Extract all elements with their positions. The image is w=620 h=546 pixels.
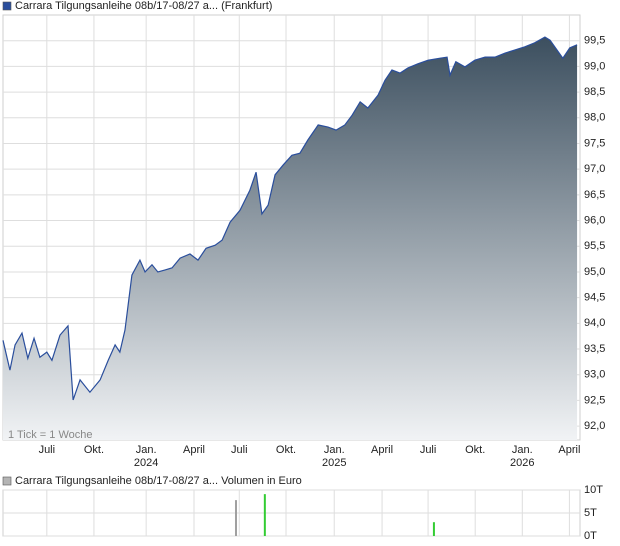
y-tick-label: 92,5 (584, 394, 605, 406)
x-year-label: 2024 (134, 457, 158, 469)
x-year-label: 2026 (510, 457, 534, 469)
y-tick-label: 92,0 (584, 420, 605, 432)
price-line (2, 36, 578, 401)
y-tick-label: 96,5 (584, 189, 605, 201)
y-tick-label: 99,0 (584, 60, 605, 72)
x-tick-label: Okt. (84, 444, 104, 456)
y-tick-label: 5T (584, 507, 597, 519)
annotation: 1 Tick = 1 Woche (8, 429, 92, 441)
y-tick-label: 96,0 (584, 214, 605, 226)
y-tick-label: 94,0 (584, 317, 605, 329)
y-tick-label: 95,5 (584, 240, 605, 252)
volume-bar (432, 522, 435, 536)
x-tick-label: Juli (39, 444, 56, 456)
y-tick-label: 93,5 (584, 343, 605, 355)
x-tick-label: Okt. (276, 444, 296, 456)
y-tick-label: 99,5 (584, 35, 605, 47)
x-tick-label: Juli (231, 444, 248, 456)
legend-label: Carrara Tilgungsanleihe 08b/17-08/27 a..… (15, 475, 302, 487)
legend-swatch (2, 1, 12, 11)
x-tick-label: Jan. (136, 444, 157, 456)
y-tick-label: 10T (584, 484, 603, 496)
y-tick-label: 95,0 (584, 266, 605, 278)
x-tick-label: Jan. (512, 444, 533, 456)
y-tick-label: 93,0 (584, 369, 605, 381)
x-tick-label: Juli (420, 444, 437, 456)
x-tick-label: April (371, 444, 393, 456)
x-tick-label: Okt. (465, 444, 485, 456)
y-tick-label: 0T (584, 530, 597, 542)
legend-swatch (2, 476, 12, 486)
y-tick-label: 97,0 (584, 163, 605, 175)
y-tick-label: 98,5 (584, 86, 605, 98)
x-year-label: 2025 (322, 457, 346, 469)
area-fill (3, 37, 578, 440)
x-tick-label: Jan. (324, 444, 345, 456)
volume-bar (263, 494, 266, 536)
x-tick-label: April (558, 444, 580, 456)
y-tick-label: 94,5 (584, 292, 605, 304)
x-tick-label: April (183, 444, 205, 456)
y-tick-label: 97,5 (584, 137, 605, 149)
volume-bar (234, 500, 237, 536)
legend-label: Carrara Tilgungsanleihe 08b/17-08/27 a..… (15, 0, 272, 12)
y-tick-label: 98,0 (584, 112, 605, 124)
